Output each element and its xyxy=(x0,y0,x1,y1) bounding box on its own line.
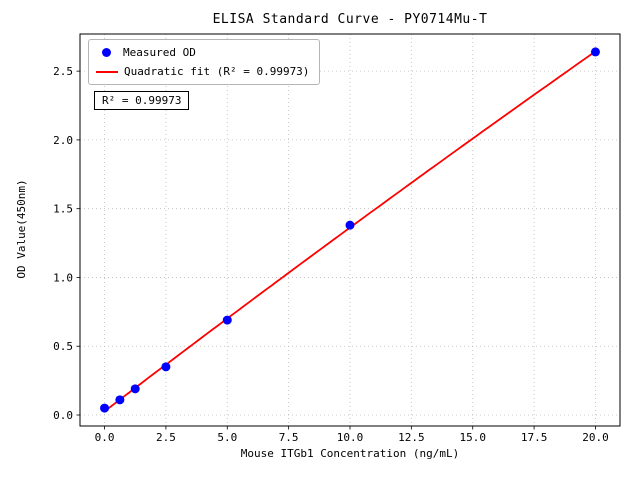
y-tick-label: 0.0 xyxy=(53,409,73,422)
x-tick-label: 12.5 xyxy=(398,431,425,444)
x-tick-label: 17.5 xyxy=(521,431,548,444)
x-tick-label: 0.0 xyxy=(95,431,115,444)
data-point xyxy=(100,403,110,413)
y-axis-label: OD Value(450nm) xyxy=(15,179,28,279)
y-tick-label: 2.0 xyxy=(53,134,73,147)
grid-lines xyxy=(80,34,620,426)
data-point xyxy=(222,315,232,325)
legend: Measured OD Quadratic fit (R² = 0.99973) xyxy=(88,39,321,85)
y-tick-label: 0.5 xyxy=(53,340,73,353)
data-point xyxy=(590,47,600,57)
data-point xyxy=(345,220,355,230)
data-point xyxy=(115,395,125,405)
r-squared-annotation: R² = 0.99973 xyxy=(94,91,190,110)
legend-label: Quadratic fit (R² = 0.99973) xyxy=(124,65,310,78)
x-tick-label: 7.5 xyxy=(279,431,299,444)
data-point xyxy=(161,362,171,372)
x-tick-label: 2.5 xyxy=(156,431,176,444)
tick-labels: 0.0 2.5 5.0 7.5 10.0 12.5 15.0 17.5 20.0 0.0 0.5 1.… xyxy=(53,65,609,444)
tick-marks xyxy=(76,70,596,430)
scatter-dot-marker-icon xyxy=(102,48,111,57)
y-tick-label: 1.0 xyxy=(53,271,73,284)
fit-line-marker-icon xyxy=(96,70,118,73)
legend-entry-measured-od: Measured OD xyxy=(96,46,309,59)
legend-entry-quadratic-fit: Quadratic fit (R² = 0.99973) xyxy=(96,65,309,78)
x-axis-label: Mouse ITGb1 Concentration (ng/mL) xyxy=(240,447,460,460)
x-tick-label: 5.0 xyxy=(217,431,237,444)
y-tick-label: 2.5 xyxy=(53,65,73,78)
x-tick-label: 20.0 xyxy=(582,431,609,444)
x-tick-label: 15.0 xyxy=(459,431,486,444)
chart-title: ELISA Standard Curve - PY0714Mu-T xyxy=(212,12,488,27)
legend-label: Measured OD xyxy=(123,46,196,59)
x-tick-label: 10.0 xyxy=(337,431,364,444)
y-tick-label: 1.5 xyxy=(53,203,73,216)
data-point xyxy=(130,384,140,394)
data-points xyxy=(100,47,600,413)
